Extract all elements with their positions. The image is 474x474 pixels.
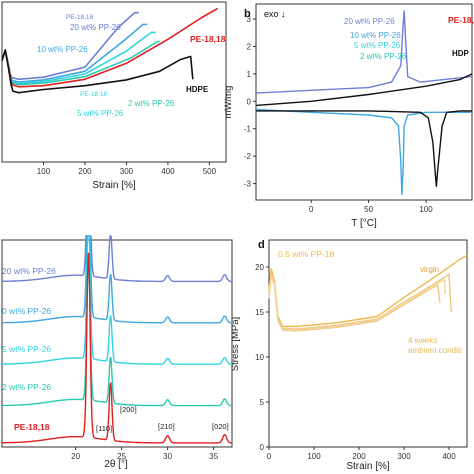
panel-c-peak-020: [020] [212,422,229,431]
panel-a-x-label: Strain [%] [92,180,136,191]
panel-b-x-tick-label-50: 50 [364,205,373,214]
panel-d-series-virgin [268,254,468,328]
panel-a-label-pp5: 5 wt% PP-26 [77,109,124,118]
panel-b-y-tick-label-3: 3 [247,15,252,24]
panel-b-label-pp2: 2 wt% PP-26 [360,52,407,61]
panel-c-peak-200: [200] [120,405,137,414]
panel-c: 20 25 30 35 2θ [°] 20 wt% PP-26 0 wt% PP-26… [1,235,233,470]
panel-a-series-hdpe [1,49,194,94]
panel-d-x-tick-label-0: 0 [267,452,272,461]
panel-b-series-pe-18-18-heating [255,10,473,94]
panel-d-label-aged: 4 weeks [408,336,437,345]
panel-c-x-ticks: 20 25 30 35 [71,447,219,461]
panel-a-label-pe1818-top: PE-18,18 [66,14,93,21]
panel-c-peak-210: [210] [158,422,175,431]
panel-b-label-pp10: 10 wt% PP-26 [350,31,401,40]
panel-c-peak-110: [110] [96,424,112,433]
panel-c-x-tick-label-35: 35 [209,452,218,461]
panel-d-y-label: Stress [MPa] [230,317,241,371]
panel-a-x-ticks: 100 200 300 400 500 [37,162,217,176]
panel-b-label-pe1818: PE-18, [448,15,474,25]
panel-a: 100 200 300 400 500 Strain [%] PE-18,18 20 w… [1,1,227,191]
panel-c-x-tick-label-20: 20 [71,452,80,461]
panel-b-exo-annotation: exo ↓ [264,9,286,19]
panel-b-label-pp5: 5 wt% PP-26 [354,41,401,50]
panel-b-series-hdpe-cooling [256,110,472,188]
panel-a-x-tick-label-300: 300 [120,167,134,176]
panel-d-letter: d [258,239,265,251]
panel-d-y-tick-label-10: 10 [255,353,264,362]
panel-a-series [1,7,219,94]
panel-c-series-10-wt-pp-26 [2,235,232,324]
panel-c-frame [1,239,233,448]
panel-a-x-tick-label-200: 200 [78,167,92,176]
panel-b: b exo ↓ 0 50 100 -3 -2 -1 0 1 2 3 mW/mg T [°C] PE… [223,3,474,229]
panel-d-label-aged2: ambient conditi [408,346,462,355]
panel-a-label-pp20: 20 wt% PP-26 [70,23,121,32]
panel-b-x-tick-label-100: 100 [419,205,433,214]
panel-d-x-tick-label-200: 200 [352,452,366,461]
panel-d-y-tick-label-5: 5 [260,398,265,407]
panel-a-label-pe1818-mid: PE-18,18 [80,91,107,98]
panel-c-x-tick-label-25: 25 [117,452,126,461]
panel-c-label-pp20: 20 wt% PP-26 [2,266,56,276]
panel-b-label-pp20: 20 wt% PP-26 [344,17,395,26]
panel-d-y-tick-label-15: 15 [255,308,264,317]
panel-a-label-pe1818-red: PE-18,18 [190,34,226,44]
panel-a-frame [1,1,227,163]
panel-d-series-aged-3 [268,274,447,331]
panel-b-y-label: mW/mg [223,86,234,119]
panel-d-ticks: 0 100 200 300 400 0 5 10 15 20 [255,263,456,461]
panel-a-x-tick-label-100: 100 [37,167,51,176]
panel-c-series-20-wt-pp-26 [2,235,232,283]
panel-c-series-2-wt-pp-26 [2,252,232,407]
panel-c-series [2,235,233,444]
panel-b-y-tick-label-2: 2 [247,42,252,51]
panel-a-label-pp10: 10 wt% PP-26 [37,45,88,54]
panel-b-series-pe-18-18-cooling [255,108,472,196]
panel-b-x-label: T [°C] [351,218,377,229]
panel-b-label-hdpe: HDP [452,49,470,58]
panel-a-x-tick-label-500: 500 [203,167,217,176]
panel-c-label-pp10: 0 wt% PP-26 [2,306,51,316]
panel-b-y-tick-label-3: -3 [244,180,252,189]
panel-a-x-tick-label-400: 400 [161,167,175,176]
panel-d-series [268,254,468,332]
panel-c-label-pp5: 5 wt% PP-26 [2,344,51,354]
panel-d-x-label: Strain [%] [346,461,390,472]
panel-b-series [255,10,473,196]
panel-b-y-tick-label-0: 0 [247,97,252,106]
panel-a-label-hdpe: HDPE [186,85,209,94]
panel-d-frame [268,239,468,448]
panel-b-y-tick-label-1: -1 [244,125,252,134]
panel-c-series-5-wt-pp-26 [2,235,232,365]
panel-b-letter: b [244,8,251,20]
panel-b-x-tick-label-0: 0 [309,205,314,214]
panel-b-series-hdpe-heating [255,73,473,107]
panel-b-y-tick-label-2: -2 [244,152,252,161]
panel-d-x-tick-label-400: 400 [442,452,456,461]
panel-c-x-tick-label-30: 30 [163,452,172,461]
panel-b-frame [255,3,473,201]
panel-c-label-pp2: 2 wt% PP-26 [2,382,51,392]
panel-d-x-tick-label-100: 100 [307,452,321,461]
panel-d-label-virgin: virgin [420,265,439,274]
panel-c-label-pe1818: PE-18,18 [14,422,50,432]
panel-d-y-tick-label-20: 20 [255,263,264,272]
panel-d-x-tick-label-300: 300 [397,452,411,461]
panel-c-x-label: 2θ [°] [104,459,128,470]
panel-b-ticks: 0 50 100 -3 -2 -1 0 1 2 3 [244,15,433,214]
panel-c-series-pe-18-18 [2,252,233,444]
panel-d-label-title: 0.5 wt% PP-18 [278,249,334,259]
panel-a-label-pp2: 2 wt% PP-26 [128,99,175,108]
panel-d: d 0 100 200 300 400 0 5 10 15 20 Stress [MPa] Str… [230,239,468,472]
panel-b-y-tick-label-1: 1 [247,70,252,79]
panel-d-y-tick-label-0: 0 [260,443,265,452]
